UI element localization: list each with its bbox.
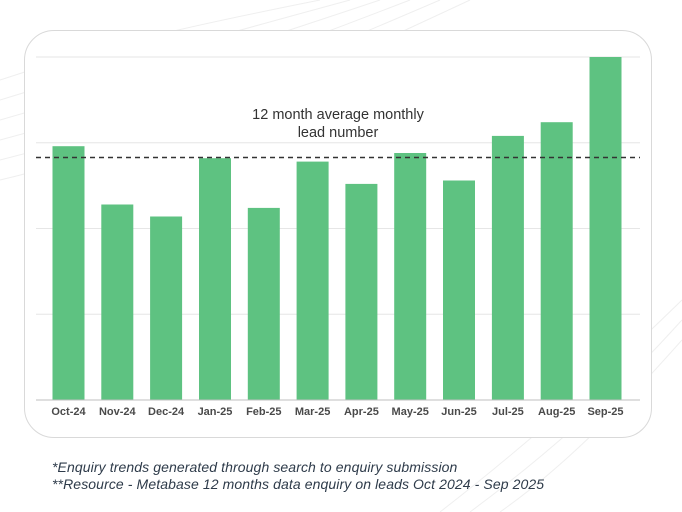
x-tick-label: May-25 — [392, 406, 429, 418]
bar-jul-25 — [491, 135, 524, 400]
bar-dec-24 — [150, 216, 183, 400]
x-tick-label: Nov-24 — [99, 406, 137, 418]
x-tick-label: Oct-24 — [51, 406, 86, 418]
bar-feb-25 — [247, 207, 280, 400]
bar-jan-25 — [199, 158, 231, 400]
bar-aug-25 — [540, 122, 573, 400]
x-tick-labels: Oct-24 Nov-24 Dec-24 Jan-25 Feb-25 Mar-25 Apr-… — [51, 406, 623, 418]
bar-sep-25 — [589, 57, 622, 400]
x-tick-label: Sep-25 — [587, 406, 623, 418]
bar-mar-25 — [296, 161, 329, 400]
x-tick-label: Dec-24 — [148, 406, 185, 418]
x-tick-label: Jul-25 — [492, 406, 524, 418]
bar-jun-25 — [443, 180, 475, 400]
x-tick-label: Aug-25 — [538, 406, 575, 418]
gridlines — [36, 56, 640, 315]
average-annotation-line-2: lead number — [298, 125, 379, 141]
x-tick-label: Feb-25 — [246, 406, 281, 418]
bar-apr-25 — [345, 183, 378, 400]
footnote-enquiry-trends: *Enquiry trends generated through search… — [52, 459, 458, 475]
x-tick-label: Apr-25 — [344, 406, 379, 418]
footnote-resource: **Resource - Metabase 12 months data enq… — [52, 476, 545, 492]
bar-oct-24 — [52, 146, 85, 400]
bar-nov-24 — [101, 204, 134, 400]
x-tick-label: Mar-25 — [295, 406, 330, 418]
x-tick-label: Jan-25 — [198, 406, 233, 418]
x-tick-label: Jun-25 — [441, 406, 476, 418]
bar-may-25 — [394, 153, 427, 400]
bars — [52, 57, 622, 400]
average-annotation-line-1: 12 month average monthly — [252, 107, 424, 123]
